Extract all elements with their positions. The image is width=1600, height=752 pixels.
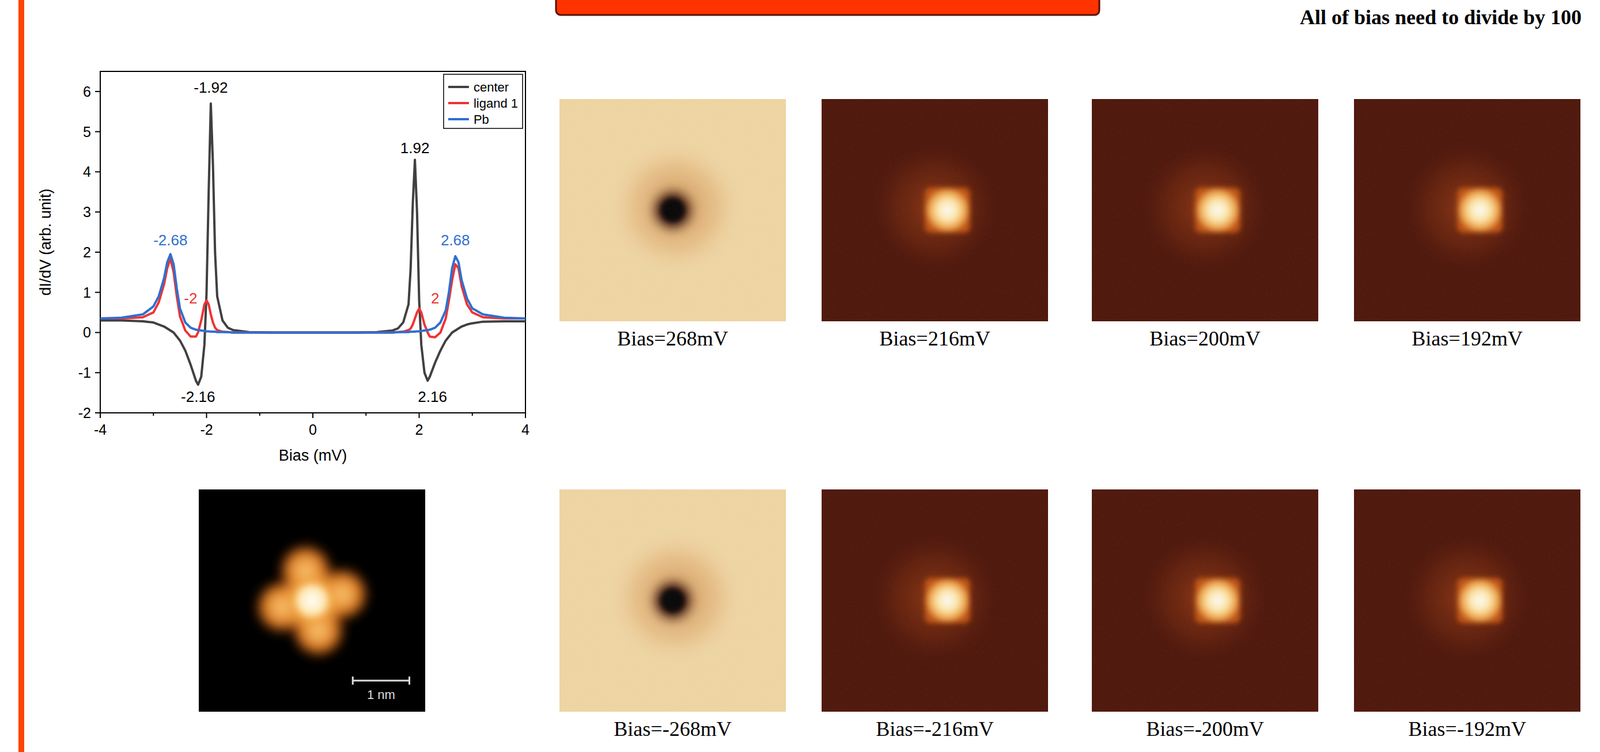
stm-map — [1091, 489, 1319, 713]
legend-swatch — [448, 101, 469, 105]
map-caption: Bias=200mV — [1149, 327, 1261, 351]
series-line — [100, 258, 526, 338]
series-line — [100, 254, 526, 333]
y-axis-title: dI/dV (arb. unit) — [36, 188, 55, 296]
map-background — [1353, 489, 1581, 713]
y-tick — [95, 372, 101, 374]
x-tick — [524, 413, 527, 419]
stm-map — [821, 489, 1049, 713]
x-tick — [99, 413, 101, 419]
map-background — [1091, 99, 1319, 322]
y-tick-label: 1 — [82, 284, 92, 301]
y-tick — [95, 131, 101, 133]
legend-swatch — [448, 118, 469, 121]
y-tick-label: 0 — [82, 324, 92, 341]
side-bar — [18, 0, 25, 752]
y-tick — [95, 331, 101, 334]
x-tick-label: 2 — [415, 421, 424, 438]
header-note: All of bias need to divide by 100 — [1299, 5, 1582, 29]
map-caption: Bias=192mV — [1411, 327, 1523, 351]
y-tick-label: 5 — [82, 123, 92, 141]
annotation: 1.92 — [400, 139, 430, 157]
y-tick — [95, 91, 101, 93]
y-tick — [95, 171, 101, 173]
map-background — [821, 99, 1049, 322]
series-group — [100, 103, 526, 385]
banner — [555, 0, 1100, 15]
plot-frame — [100, 71, 526, 414]
annotation: 2.68 — [440, 231, 471, 249]
map-background — [821, 489, 1049, 713]
chart: -4-2024-2-10123456Bias (mV)dI/dV (arb. u… — [36, 71, 530, 465]
y-tick-label: 2 — [82, 244, 92, 261]
map-background — [1353, 99, 1581, 322]
map-noise — [559, 489, 786, 713]
x-tick — [418, 413, 421, 419]
annotation: 2.16 — [417, 388, 448, 406]
y-tick — [95, 251, 101, 253]
x-tick — [206, 413, 208, 419]
map-noise — [1353, 489, 1581, 713]
y-tick — [95, 412, 101, 414]
map-background — [559, 489, 786, 713]
stm-map — [821, 99, 1049, 322]
map-background — [559, 99, 786, 322]
stm-map — [1091, 99, 1319, 322]
scale-bar-label: 1 nm — [367, 687, 396, 703]
scale-bar-end — [352, 676, 354, 686]
legend-label: center — [473, 80, 509, 95]
topo-center — [282, 571, 342, 631]
map-noise — [1091, 99, 1319, 322]
x-tick-label: 4 — [521, 421, 530, 438]
map-caption: Bias=216mV — [879, 327, 990, 351]
scale-bar — [352, 679, 410, 682]
legend-swatch — [448, 85, 469, 89]
annotation: -2 — [183, 289, 198, 308]
y-tick-label: 6 — [82, 83, 92, 100]
legend-box — [443, 74, 523, 129]
map-background — [1091, 489, 1319, 713]
map-noise — [821, 99, 1049, 322]
page: All of bias need to divide by 100-4-2024… — [0, 0, 1600, 752]
y-tick-label: -1 — [78, 364, 92, 381]
annotation: -2.68 — [153, 231, 188, 249]
stm-map — [1353, 99, 1581, 322]
y-tick — [95, 292, 101, 294]
map-caption: Bias=-216mV — [875, 717, 994, 741]
annotation: 2 — [430, 289, 440, 308]
y-tick-label: 3 — [82, 203, 92, 221]
map-noise — [559, 99, 786, 322]
x-tick-label: 0 — [308, 421, 317, 438]
topography: 1 nm — [198, 489, 426, 713]
scale-bar-end — [408, 676, 411, 686]
series-line — [100, 103, 526, 385]
stm-map — [559, 489, 786, 713]
map-caption: Bias=-200mV — [1145, 717, 1264, 741]
map-noise — [1091, 489, 1319, 713]
y-tick-label: 4 — [82, 163, 92, 180]
topo-background — [198, 489, 426, 713]
topo-molecule — [247, 536, 377, 666]
x-tick — [312, 413, 314, 419]
map-caption: Bias=-268mV — [613, 717, 732, 741]
map-noise — [1353, 99, 1581, 322]
map-caption: Bias=268mV — [617, 327, 728, 351]
y-tick — [95, 211, 101, 213]
x-tick-label: -2 — [199, 421, 213, 438]
annotation: -2.16 — [180, 388, 215, 406]
legend-label: ligand 1 — [473, 96, 518, 111]
legend: centerligand 1Pb — [443, 74, 523, 129]
annotation: -1.92 — [193, 78, 228, 97]
map-noise — [821, 489, 1049, 713]
map-caption: Bias=-192mV — [1408, 717, 1526, 741]
topo-core — [290, 579, 334, 623]
x-axis-title: Bias (mV) — [278, 447, 348, 465]
stm-map — [1353, 489, 1581, 713]
legend-label: Pb — [473, 112, 490, 127]
x-tick-label: -4 — [93, 421, 107, 438]
stm-map — [559, 99, 786, 322]
y-tick-label: -2 — [78, 405, 92, 422]
